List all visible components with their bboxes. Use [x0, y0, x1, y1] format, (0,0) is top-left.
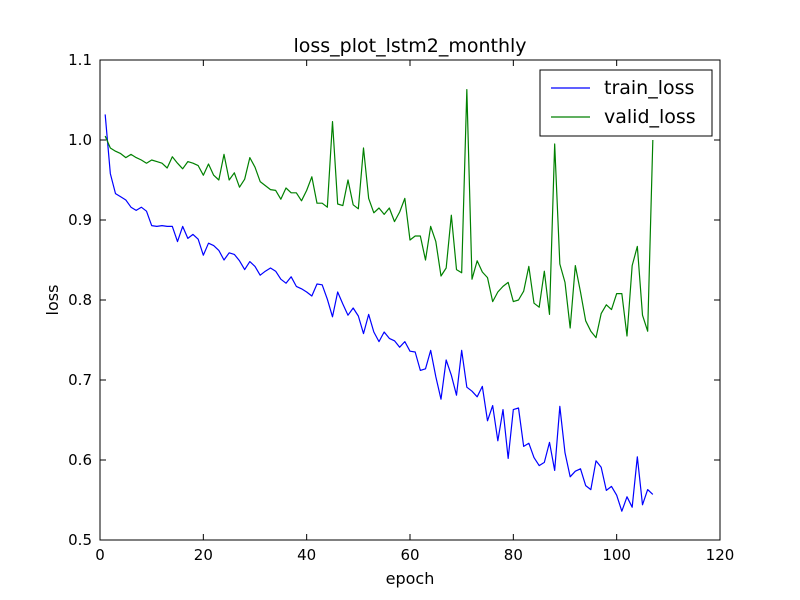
y-axis: 0.5 0.6 0.7 0.8 0.9 1.0 1.1	[68, 51, 720, 549]
series-line-train-loss	[104, 114, 654, 512]
y-axis-label: loss	[43, 285, 62, 316]
legend-label-valid-loss: valid_loss	[604, 106, 696, 128]
x-tick-label: 40	[297, 546, 316, 564]
y-tick-label: 0.5	[68, 531, 92, 549]
y-tick-label: 0.9	[68, 211, 92, 229]
y-tick-label: 1.1	[68, 51, 92, 69]
plot-lines	[104, 88, 654, 512]
series-line-valid-loss	[104, 88, 654, 339]
x-tick-label: 0	[95, 546, 105, 564]
x-axis-label: epoch	[386, 569, 435, 588]
legend-label-train-loss: train_loss	[604, 77, 694, 99]
x-tick-label: 80	[504, 546, 523, 564]
y-tick-label: 0.6	[68, 451, 92, 469]
x-tick-label: 20	[194, 546, 213, 564]
y-tick-label: 0.8	[68, 291, 92, 309]
y-tick-label: 1.0	[68, 131, 92, 149]
chart-title: loss_plot_lstm2_monthly	[293, 35, 526, 57]
y-tick-label: 0.7	[68, 371, 92, 389]
x-axis: 0 20 40 60 80 100 120	[95, 60, 734, 564]
legend: train_loss valid_loss	[539, 69, 713, 137]
legend-box	[539, 69, 713, 137]
x-tick-label: 120	[706, 546, 735, 564]
x-tick-label: 100	[602, 546, 631, 564]
x-tick-label: 60	[400, 546, 419, 564]
